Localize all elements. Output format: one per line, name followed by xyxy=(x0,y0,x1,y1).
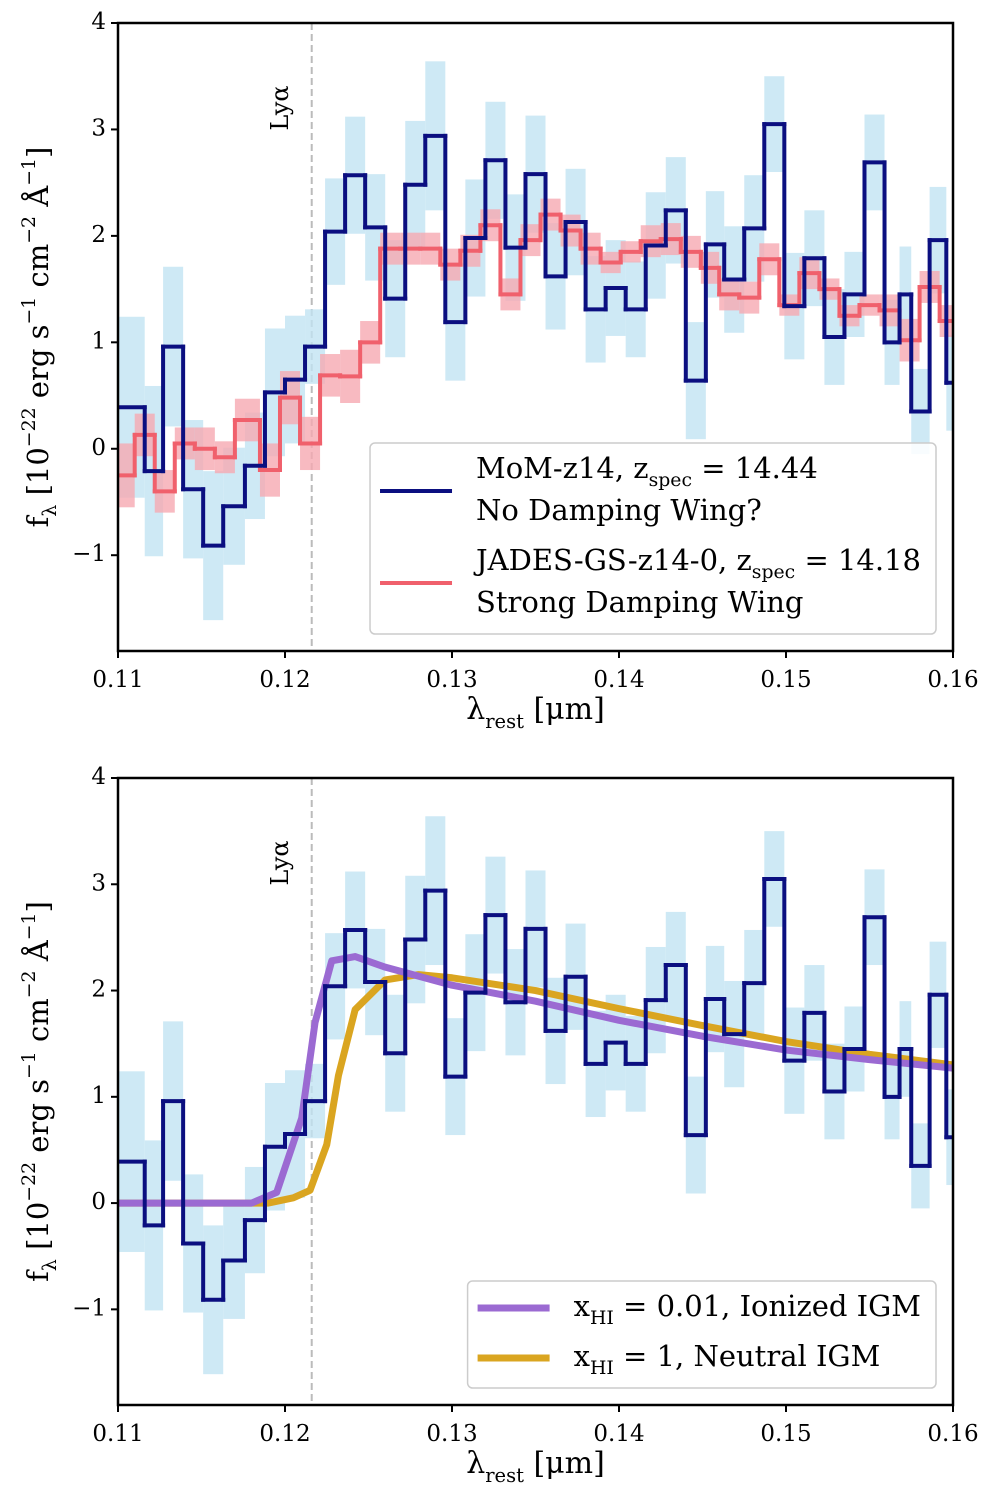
x-tick-label: 0.16 xyxy=(927,667,978,693)
y-tick-label: −1 xyxy=(72,541,106,567)
legend-box xyxy=(466,1280,937,1389)
y-tick-label: −1 xyxy=(72,1295,106,1321)
text-part: erg s xyxy=(21,1079,55,1162)
text-part: [μm] xyxy=(524,692,605,727)
text-part: λ xyxy=(466,1446,485,1481)
text-part: z xyxy=(737,543,752,577)
text-part: λ xyxy=(466,692,485,727)
text-part: erg s xyxy=(21,324,55,407)
text-part: −2 xyxy=(19,216,40,244)
y-tick-label: 1 xyxy=(91,1083,106,1109)
text-part: Å xyxy=(20,185,55,216)
text-part: −22 xyxy=(19,1162,40,1202)
text-part: f xyxy=(21,1269,55,1282)
plot-area xyxy=(118,778,953,1405)
x-tick-label: 0.13 xyxy=(426,1421,477,1447)
x-tick-label: 0.12 xyxy=(259,1421,310,1447)
text-part: No Damping Wing? xyxy=(476,493,762,527)
legend-label: JADES-GS-z14-0, zspec = 14.18 xyxy=(473,543,921,583)
lya-label: Lyα xyxy=(266,85,294,130)
text-part: x xyxy=(574,1339,590,1373)
text-part: = 14.18 xyxy=(795,543,921,577)
text-part: −1 xyxy=(19,913,40,941)
text-part: [10 xyxy=(21,447,55,504)
legend-label: Strong Damping Wing xyxy=(476,585,803,619)
y-axis-label: fλ [10−22 erg s−1 cm−2 Å−1] xyxy=(19,901,61,1282)
text-part: spec xyxy=(649,470,692,491)
y-tick-label: 4 xyxy=(91,9,106,35)
text-part: Strong Damping Wing xyxy=(476,585,803,619)
x-tick-label: 0.11 xyxy=(92,1421,143,1447)
x-tick-label: 0.14 xyxy=(593,667,644,693)
plot-area xyxy=(118,23,953,651)
text-part: −1 xyxy=(19,297,40,325)
y-tick-label: 2 xyxy=(91,977,106,1003)
y-tick-label: 0 xyxy=(91,1189,106,1215)
x-tick-label: 0.14 xyxy=(593,1421,644,1447)
y-tick-label: 3 xyxy=(91,115,106,141)
text-part: λ xyxy=(40,505,61,517)
text-part: HI xyxy=(590,1358,614,1379)
y-tick-label: 0 xyxy=(91,435,106,461)
text-part: −1 xyxy=(19,1051,40,1079)
x-tick-label: 0.15 xyxy=(760,667,811,693)
text-part: ] xyxy=(21,901,55,912)
y-tick-label: 3 xyxy=(91,870,106,896)
x-axis-label: λrest [μm] xyxy=(466,1446,605,1487)
x-tick-label: 0.16 xyxy=(927,1421,978,1447)
text-part: JADES-GS-z14-0, xyxy=(473,543,736,577)
x-tick-label: 0.12 xyxy=(259,667,310,693)
text-part: x xyxy=(574,1289,590,1323)
text-part: ] xyxy=(21,147,55,158)
legend-label: xHI = 1, Neutral IGM xyxy=(574,1339,881,1379)
text-part: MoM-z14, xyxy=(476,451,633,485)
x-tick-label: 0.13 xyxy=(426,667,477,693)
y-axis-label: fλ [10−22 erg s−1 cm−2 Å−1] xyxy=(19,147,61,528)
y-tick-label: 2 xyxy=(91,222,106,248)
text-part: z xyxy=(633,451,648,485)
x-axis-label: λrest [μm] xyxy=(466,692,605,733)
text-part: Å xyxy=(20,939,55,970)
text-part: cm xyxy=(21,244,55,297)
text-part: HI xyxy=(590,1308,614,1329)
text-part: f xyxy=(21,514,55,527)
plot-frame xyxy=(116,776,955,1407)
text-part: [μm] xyxy=(524,1446,605,1481)
lya-label: Lyα xyxy=(266,840,294,885)
plot-frame xyxy=(116,21,955,653)
text-part: [10 xyxy=(21,1202,55,1259)
legend-box xyxy=(369,442,937,635)
text-part: −1 xyxy=(19,158,40,186)
legend-label: MoM-z14, zspec = 14.44 xyxy=(476,451,818,491)
y-tick-label: 1 xyxy=(91,328,106,354)
legend-label: No Damping Wing? xyxy=(476,493,762,527)
text-part: spec xyxy=(752,562,795,583)
model-line xyxy=(118,953,953,1207)
text-part: −2 xyxy=(19,970,40,998)
y-tick-label: 4 xyxy=(91,764,106,790)
text-part: = 14.44 xyxy=(692,451,818,485)
text-part: rest xyxy=(485,1464,524,1487)
x-tick-label: 0.15 xyxy=(760,1421,811,1447)
legend-label: xHI = 0.01, Ionized IGM xyxy=(574,1289,921,1329)
text-part: = 0.01, Ionized IGM xyxy=(614,1289,921,1323)
text-part: cm xyxy=(21,998,55,1051)
text-part: −22 xyxy=(19,407,40,447)
x-tick-label: 0.11 xyxy=(92,667,143,693)
text-part: λ xyxy=(40,1259,61,1271)
text-part: = 1, Neutral IGM xyxy=(614,1339,880,1373)
text-part: rest xyxy=(485,710,524,733)
